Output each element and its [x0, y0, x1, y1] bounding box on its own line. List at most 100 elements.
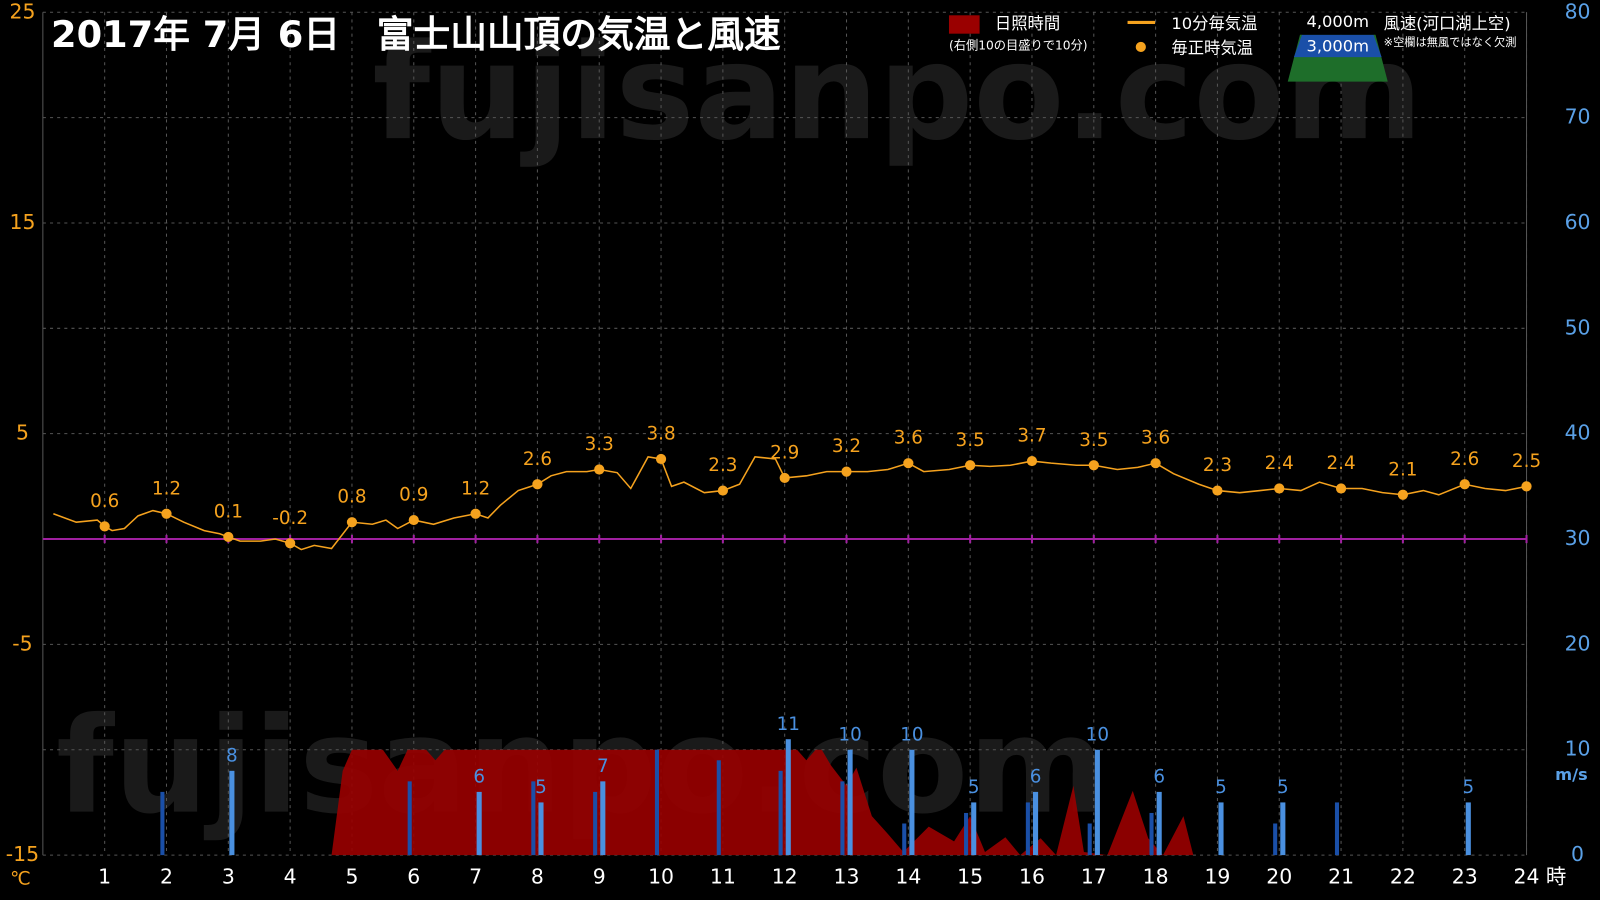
wind-bar [847, 749, 853, 856]
wind-bar [840, 781, 845, 856]
y2-tick-label: 40 [1565, 421, 1591, 445]
wind-bar [593, 791, 598, 856]
wind-bar [1273, 823, 1278, 856]
data-label: 6 [473, 767, 485, 788]
data-label: 6 [1030, 767, 1042, 788]
data-label: 1.2 [152, 478, 181, 499]
data-label: 5 [1215, 777, 1227, 798]
x-tick-label: 8 [531, 865, 544, 889]
y-tick-label: -5 [12, 631, 32, 655]
y2-tick-label: 0 [1571, 842, 1584, 866]
x-tick-label: 15 [957, 865, 983, 889]
x-tick-label: 13 [834, 865, 860, 889]
x-tick-label: 7 [469, 865, 482, 889]
hourly-point [532, 479, 543, 490]
wind-bar [1094, 749, 1100, 856]
data-label: 2.4 [1326, 453, 1355, 474]
x-tick-label: 2 [160, 865, 173, 889]
wind-bar [1149, 812, 1154, 856]
y2-tick-label: 60 [1565, 210, 1591, 234]
x-tick-label: 4 [284, 865, 297, 889]
data-label: 3.5 [956, 430, 985, 451]
data-label: 3.8 [646, 423, 675, 444]
wind-bar [1465, 802, 1471, 856]
legend-note: ※空欄は無風ではなく欠測 [1384, 35, 1517, 49]
hourly-point [1150, 458, 1161, 469]
legend-swatch [1302, 12, 1374, 35]
legend: 日照時間 (右側10の目盛りで10分) 10分毎気温 毎正時気温 4,000m … [948, 12, 1517, 82]
x-tick-label: 22 [1390, 865, 1416, 889]
x-tick-label: 17 [1081, 865, 1107, 889]
x-tick-label: 10 [648, 865, 674, 889]
y2-axis-unit: m/s [1555, 765, 1588, 784]
hourly-point [717, 485, 728, 496]
data-label: 5 [968, 777, 980, 798]
x-tick-label: 18 [1143, 865, 1169, 889]
temperature-line [53, 456, 1527, 551]
data-label: 2.5 [1512, 451, 1541, 472]
wind-bar [600, 781, 606, 856]
data-label: 2.4 [1265, 453, 1294, 474]
data-label: 3.5 [1079, 430, 1108, 451]
wind-bar [654, 749, 660, 856]
hourly-point [161, 508, 172, 519]
y2-tick-label: 30 [1565, 526, 1591, 550]
data-label: 2.1 [1388, 459, 1417, 480]
wind-bar [1218, 802, 1224, 856]
x-tick-label: 5 [345, 865, 358, 889]
legend-label: 3,000m [1306, 36, 1369, 55]
data-label: 3.2 [832, 436, 861, 457]
data-label: 3.6 [894, 428, 923, 449]
wind-bar [160, 791, 165, 856]
x-tick-label: 11 [710, 865, 736, 889]
x-tick-label: 12 [772, 865, 798, 889]
y2-tick-label: 50 [1565, 315, 1591, 339]
hourly-point [1335, 483, 1347, 494]
data-label: 10 [838, 724, 861, 745]
x-tick-label: 23 [1452, 865, 1478, 889]
legend-swatch [1293, 34, 1382, 58]
y-tick-label: 5 [16, 421, 29, 445]
wind-bar [785, 739, 791, 856]
legend-note: (右側10の目盛りで10分) [949, 37, 1088, 52]
data-label: 8 [226, 746, 238, 767]
hourly-point [285, 538, 296, 549]
wind-bar [1025, 802, 1030, 856]
data-label: 0.8 [337, 487, 366, 508]
wind-bar [902, 823, 907, 856]
wind-bar [778, 770, 783, 856]
x-tick-label: 24 [1514, 865, 1540, 889]
x-tick-label: 6 [407, 865, 420, 889]
wind-bar [909, 749, 915, 856]
legend-label: 日照時間 [995, 14, 1060, 33]
wind-bar [1087, 823, 1092, 856]
x-tick-label: 3 [222, 865, 235, 889]
watermark: fujisanpo.com [372, 16, 1422, 170]
hourly-point [965, 460, 976, 471]
data-label: 2.9 [770, 442, 799, 463]
wind-bar [1334, 802, 1340, 856]
wind-bar [229, 770, 235, 856]
hourly-point [99, 521, 110, 532]
legend-label: 4,000m [1306, 12, 1369, 31]
data-label: 3.6 [1141, 428, 1170, 449]
data-label: 7 [597, 756, 609, 777]
sunshine-area [331, 749, 1194, 856]
legend-title: 風速(河口湖上空) [1384, 14, 1511, 33]
hourly-point [1274, 483, 1285, 494]
data-label: 0.6 [90, 491, 119, 512]
x-tick-label: 14 [895, 865, 921, 889]
data-label: 0.9 [399, 485, 428, 506]
wind-bar [1032, 791, 1039, 856]
data-label: 2.6 [1450, 449, 1479, 470]
hourly-point [841, 466, 852, 477]
plot-area: 0.6 1.2 0.1 -0.2 0.8 0.9 1.2 2.6 3.3 3.8 2.3 2.9 3.2… [42, 11, 1541, 856]
data-label: 1.2 [461, 478, 490, 499]
legend-label: 毎正時気温 [1171, 38, 1253, 57]
data-label: 0.1 [214, 501, 243, 522]
wind-bar [1280, 802, 1286, 856]
data-label: 10 [900, 724, 923, 745]
y-axis-unit: ℃ [10, 869, 31, 890]
